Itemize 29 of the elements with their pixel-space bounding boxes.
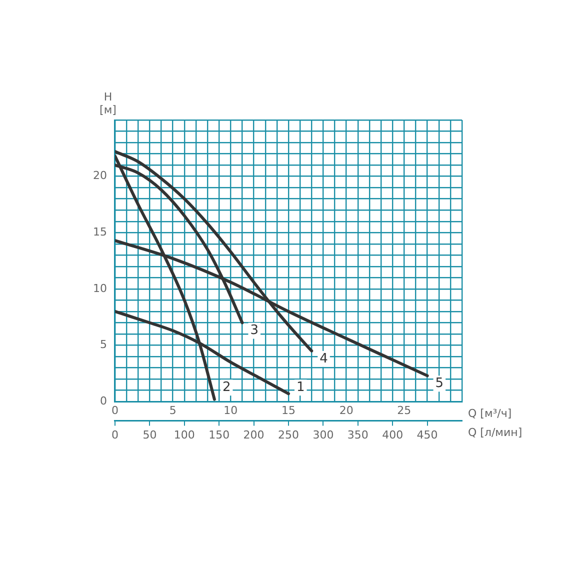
series-label: 1 [296,380,305,395]
x-tick-label: 25 [397,404,412,418]
x2-tick-label: 0 [111,428,118,442]
x-tick-label: 15 [282,404,296,418]
x2-axis-title: Q [л/мин] [468,426,522,440]
y-tick-label: 5 [100,338,107,352]
x-tick-label: 10 [224,404,238,418]
x2-tick-label: 100 [174,428,195,442]
x2-tick-label: 450 [416,428,438,442]
series-label: 5 [435,376,444,392]
y-tick-label: 0 [100,394,107,408]
series-label: 3 [250,323,259,338]
x2-tick-label: 300 [312,428,334,442]
x2-tick-label: 50 [142,428,157,442]
x-tick-label: 20 [339,404,354,418]
y-tick-label: 20 [92,169,107,182]
y-tick-label: 10 [92,282,107,295]
x2-tick-label: 200 [243,428,264,442]
x2-tick-label: 150 [208,428,230,442]
y-tick-label: 15 [92,226,107,238]
series-label: 2 [222,380,231,395]
y-axis-title: H [м] [100,90,116,116]
x2-tick-label: 250 [278,428,299,442]
series-label: 4 [320,351,328,366]
x2-tick-label: 400 [382,428,404,442]
x-axis-title: Q [м³/ч] [468,406,512,420]
x2-tick-label: 350 [347,428,368,442]
x-tick-label: 0 [111,404,118,418]
x-tick-label: 5 [169,404,176,418]
